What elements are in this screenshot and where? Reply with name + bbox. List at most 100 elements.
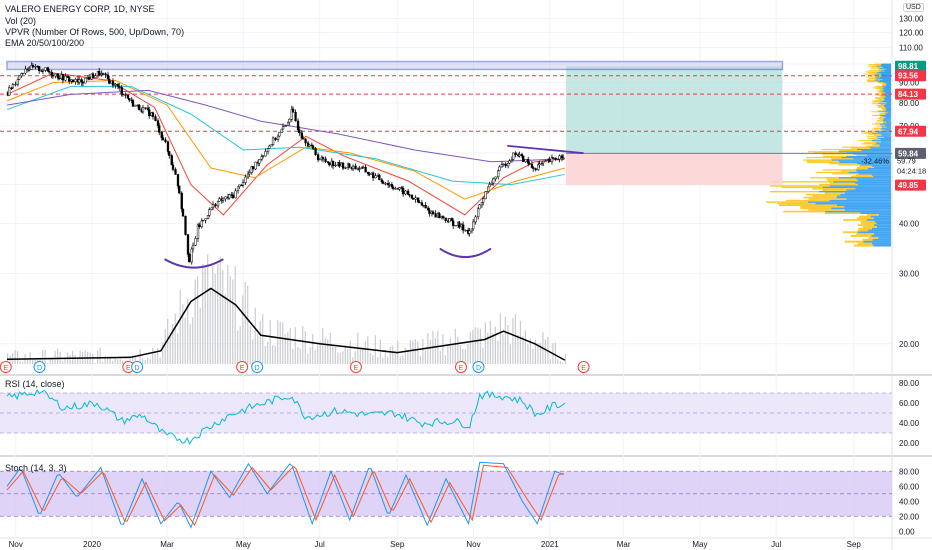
- volume-bar: [467, 343, 469, 365]
- vpvr-up-bar: [871, 227, 891, 230]
- vpvr-up-bar: [858, 173, 891, 175]
- volume-bar: [22, 361, 24, 365]
- vpvr-up-bar: [876, 142, 891, 144]
- candle-body: [462, 224, 465, 231]
- candle-body: [234, 190, 237, 199]
- candle-body: [552, 157, 555, 159]
- price-label-text: 84.13: [898, 90, 919, 99]
- price-label-badge: [895, 88, 926, 100]
- candle-body: [314, 148, 317, 155]
- vpvr-down-bar: [783, 210, 826, 213]
- vpvr-down-bar: [880, 113, 886, 115]
- candle-body: [468, 230, 471, 234]
- candle-body: [291, 108, 295, 113]
- candle-body: [391, 186, 395, 190]
- volume-bar: [224, 293, 226, 365]
- vpvr-down-bar: [874, 75, 882, 77]
- candle-body: [21, 72, 25, 75]
- ema-line-ema-50: [6, 80, 565, 200]
- volume-bar: [414, 339, 416, 365]
- volume-bar: [74, 354, 76, 365]
- vpvr-up-bar: [871, 165, 891, 167]
- vpvr-up-bar: [885, 84, 891, 86]
- vpvr-down-bar: [881, 108, 886, 110]
- time-axis-tick-label: Jul: [315, 540, 325, 549]
- vpvr-down-bar: [876, 67, 883, 69]
- candle-body: [126, 94, 130, 99]
- rsi-axis-tick-label: 80.00: [899, 379, 920, 388]
- vpvr-up-bar: [874, 73, 891, 75]
- event-marker-label: D: [37, 365, 42, 372]
- volume-bar: [529, 338, 531, 365]
- volume-bar: [149, 358, 151, 365]
- candle-body: [156, 120, 160, 126]
- candle-body: [104, 73, 107, 75]
- volume-bar: [287, 332, 289, 365]
- vpvr-down-bar: [872, 100, 883, 102]
- candle-body: [216, 201, 220, 207]
- candle-body: [418, 201, 421, 204]
- candle-body: [380, 179, 384, 183]
- vpvr-up-bar: [886, 126, 891, 128]
- vpvr-up-bar: [881, 63, 891, 65]
- vpvr-down-bar: [868, 65, 877, 67]
- candle-body: [524, 159, 527, 162]
- candle-body: [520, 154, 524, 157]
- candle-body: [111, 80, 115, 86]
- candle-body: [194, 238, 197, 246]
- candle-body: [328, 162, 331, 166]
- candle-body: [470, 228, 474, 232]
- vpvr-down-bar: [875, 63, 882, 65]
- candle-body: [341, 162, 345, 169]
- candle-body: [527, 159, 530, 164]
- candle-body: [300, 132, 303, 139]
- candle-body: [477, 208, 480, 218]
- vpvr-down-bar: [872, 144, 880, 146]
- vpvr-down-bar: [866, 79, 875, 81]
- vpvr-down-bar: [877, 69, 885, 71]
- vpvr-up-bar: [879, 71, 891, 73]
- candle-body: [151, 112, 155, 117]
- vpvr-up-bar: [867, 154, 891, 156]
- volume-bar: [192, 317, 194, 365]
- vpvr-down-bar: [868, 64, 881, 66]
- candle-body: [507, 163, 510, 167]
- vpvr-up-bar: [873, 175, 891, 178]
- volume-bar: [114, 357, 116, 365]
- volume-bar: [292, 348, 294, 365]
- vpvr-up-bar: [831, 207, 891, 210]
- currency-button[interactable]: USD: [903, 3, 924, 12]
- vpvr-down-bar: [879, 91, 884, 93]
- price-label-text: 49.85: [898, 181, 919, 190]
- vpvr-up-bar: [885, 104, 891, 106]
- candle-body: [186, 234, 190, 255]
- vpvr-up-bar: [873, 217, 891, 220]
- volume-bar: [399, 356, 401, 365]
- time-axis-tick-label: Nov: [466, 540, 480, 549]
- candle-body: [401, 188, 405, 195]
- vpvr-down-bar: [857, 242, 872, 245]
- volume-bar: [264, 346, 266, 365]
- volume-bar: [489, 321, 491, 365]
- candle-body: [286, 121, 290, 126]
- vpvr-down-bar: [876, 94, 882, 96]
- candle-body: [176, 174, 180, 187]
- volume-bar: [549, 359, 552, 365]
- vpvr-down-bar: [880, 70, 885, 72]
- vpvr-up-bar: [873, 244, 891, 247]
- stoch-k-line: [6, 461, 564, 529]
- candle-body: [371, 172, 375, 179]
- volume-bar: [537, 343, 539, 365]
- candle-body: [30, 65, 33, 70]
- candle-body: [64, 75, 67, 81]
- price-axis-tick-label: 80.00: [899, 99, 920, 108]
- vpvr-down-bar: [850, 235, 872, 237]
- stoch-d-line: [6, 464, 564, 527]
- volume-bar: [134, 356, 136, 365]
- volume-bar: [249, 325, 251, 365]
- candle-body: [478, 204, 481, 210]
- vpvr-down-bar: [856, 154, 868, 156]
- candle-body: [166, 141, 170, 152]
- volume-bar: [49, 359, 51, 365]
